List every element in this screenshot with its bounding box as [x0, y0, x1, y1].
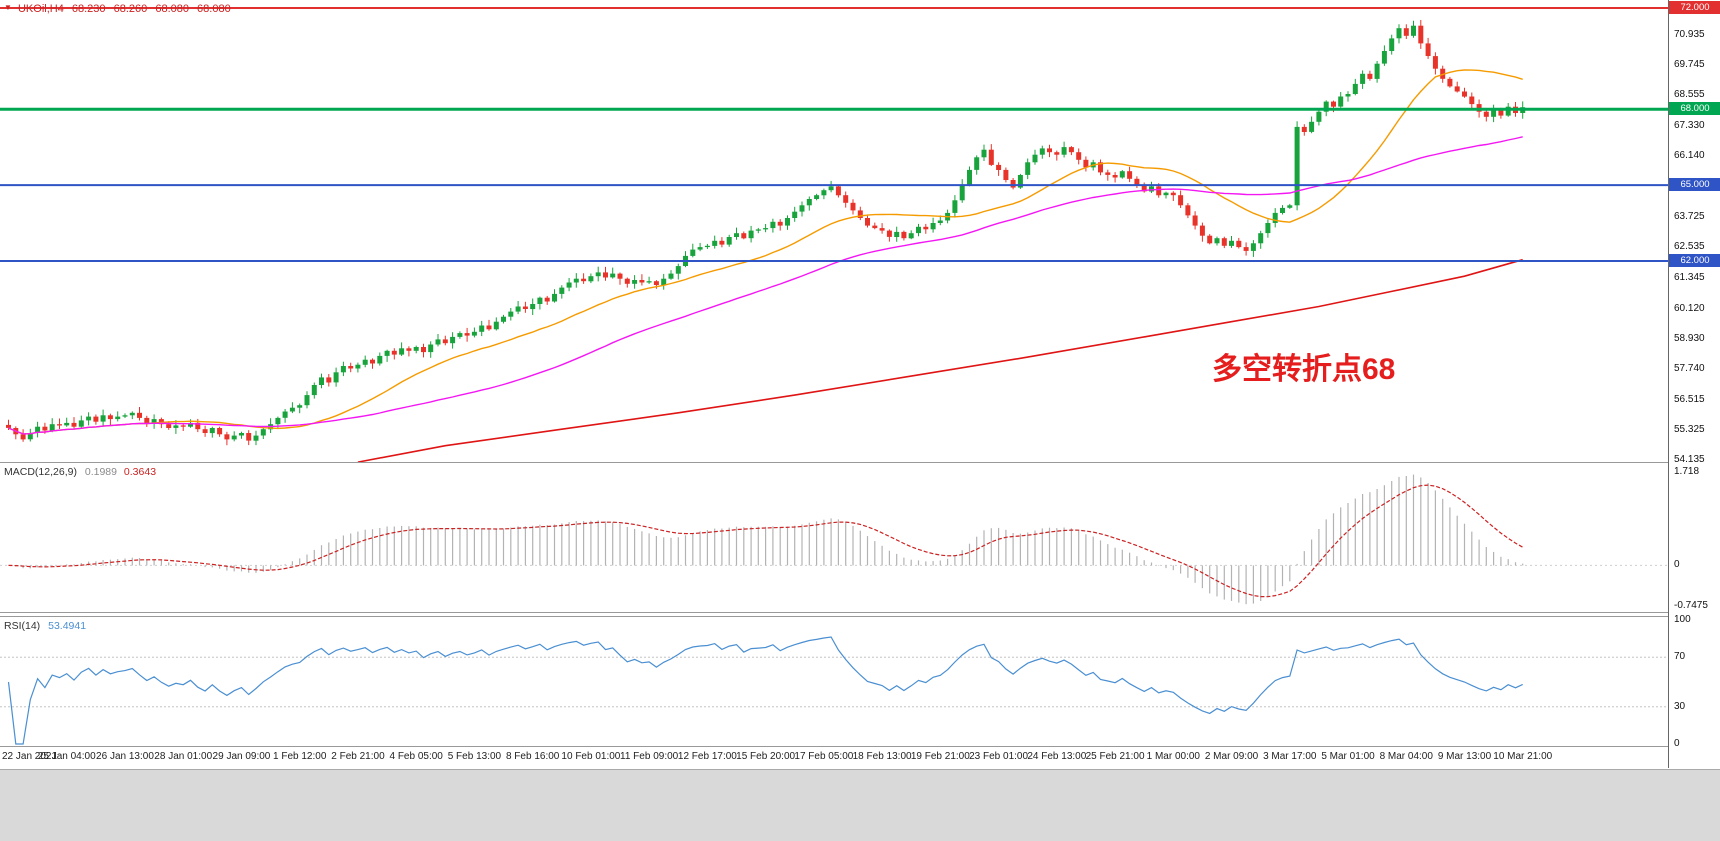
time-axis-label: 10 Mar 21:00	[1493, 751, 1553, 762]
price-axis-tick: 62.535	[1674, 241, 1705, 253]
time-axis-label: 2 Feb 21:00	[331, 751, 385, 762]
time-axis-label: 3 Mar 17:00	[1263, 751, 1317, 762]
chart-canvas[interactable]	[0, 0, 1720, 768]
price-axis-tick: 58.930	[1674, 332, 1705, 344]
ohlc-close: 68.080	[197, 3, 231, 15]
price-axis-tick: 55.325	[1674, 423, 1705, 435]
ohlc-low: 68.080	[155, 3, 189, 15]
time-axis-label: 1 Mar 00:00	[1146, 751, 1200, 762]
rsi-scale-label: 100	[1674, 614, 1691, 625]
price-axis-badge: 62.000	[1669, 253, 1720, 267]
chart-annotation: 多空转折点68	[1212, 353, 1396, 386]
price-axis-tick: 66.140	[1674, 150, 1705, 162]
time-axis-label: 29 Jan 09:00	[212, 751, 271, 762]
macd-value-main: 0.1989	[84, 466, 117, 478]
macd-value-signal: 0.3643	[123, 466, 157, 478]
rsi-name: RSI(14)	[4, 620, 41, 632]
macd-scale-label: 0	[1674, 559, 1680, 571]
macd-scale-label: -0.7475	[1674, 600, 1708, 611]
rsi-value: 53.4941	[48, 620, 87, 632]
price-axis-tick: 56.515	[1674, 393, 1705, 405]
price-axis-tick: 70.935	[1674, 28, 1705, 40]
price-axis[interactable]: 70.93569.74568.55567.33066.14064.95063.7…	[1668, 0, 1720, 768]
time-axis-label: 5 Mar 01:00	[1321, 751, 1375, 762]
time-axis-label: 1 Feb 12:00	[273, 751, 327, 762]
time-axis-label: 23 Feb 01:00	[969, 751, 1029, 762]
price-axis-tick: 69.745	[1674, 59, 1705, 71]
time-axis-label: 28 Jan 01:00	[154, 751, 213, 762]
time-axis[interactable]: 22 Jan 2021 25 Jan 04:00 26 Jan 13:00 28 Ja…	[0, 746, 1720, 769]
price-axis-tick: 63.725	[1674, 211, 1705, 223]
price-axis-tick: 60.120	[1674, 302, 1705, 314]
price-axis-badge: 68.000	[1669, 102, 1720, 116]
macd-indicator-label: MACD(12,26,9) 0.1989 0.3643	[4, 466, 156, 478]
time-axis-label: 10 Feb 01:00	[561, 751, 621, 762]
price-axis-badge: 72.000	[1669, 0, 1720, 14]
time-axis-label: 9 Mar 13:00	[1437, 751, 1492, 762]
time-axis-label: 15 Feb 20:00	[736, 751, 796, 762]
time-axis-label: 4 Feb 05:00	[389, 751, 443, 762]
time-axis-label: 18 Feb 13:00	[852, 751, 912, 762]
time-axis-label: 24 Feb 13:00	[1027, 751, 1087, 762]
price-axis-tick: 57.740	[1674, 362, 1705, 374]
macd-scale-label: 1.718	[1674, 466, 1700, 477]
time-axis-label: 17 Feb 05:00	[794, 751, 854, 762]
ohlc-open: 68.230	[71, 3, 106, 15]
symbol-timeframe: UKOil,H4	[17, 3, 64, 15]
time-axis-label: 25 Jan 04:00	[37, 751, 96, 762]
ohlc-high: 68.260	[113, 3, 148, 15]
time-axis-label: 5 Feb 13:00	[447, 751, 502, 762]
time-axis-label: 25 Feb 21:00	[1085, 751, 1145, 762]
time-axis-label: 11 Feb 09:00	[620, 751, 679, 762]
price-axis-tick: 68.555	[1674, 89, 1705, 101]
rsi-scale-label: 0	[1674, 738, 1680, 749]
chart-title: ▼ UKOil,H4 68.230 68.260 68.080 68.080	[4, 3, 236, 15]
time-axis-label: 26 Jan 13:00	[96, 751, 154, 762]
time-axis-label: 19 Feb 21:00	[910, 751, 970, 762]
window-bottom-area	[0, 769, 1720, 841]
time-axis-label: 22 Jan 2021	[2, 751, 58, 762]
price-axis-tick: 67.330	[1674, 120, 1705, 132]
time-axis-label: 2 Mar 09:00	[1204, 751, 1259, 762]
price-axis-badge: 65.000	[1669, 178, 1720, 192]
time-axis-label: 8 Mar 04:00	[1379, 751, 1433, 762]
price-axis-tick: 54.135	[1674, 453, 1705, 465]
rsi-indicator-label: RSI(14) 53.4941	[4, 620, 86, 632]
rsi-scale-label: 70	[1674, 651, 1686, 663]
macd-name: MACD(12,26,9)	[4, 466, 77, 478]
price-axis-tick: 61.345	[1674, 271, 1705, 283]
time-axis-label: 12 Feb 17:00	[677, 751, 737, 762]
rsi-scale-label: 30	[1674, 700, 1686, 712]
time-axis-label: 8 Feb 16:00	[505, 751, 560, 762]
instrument-dropdown-icon: ▼	[4, 3, 12, 12]
